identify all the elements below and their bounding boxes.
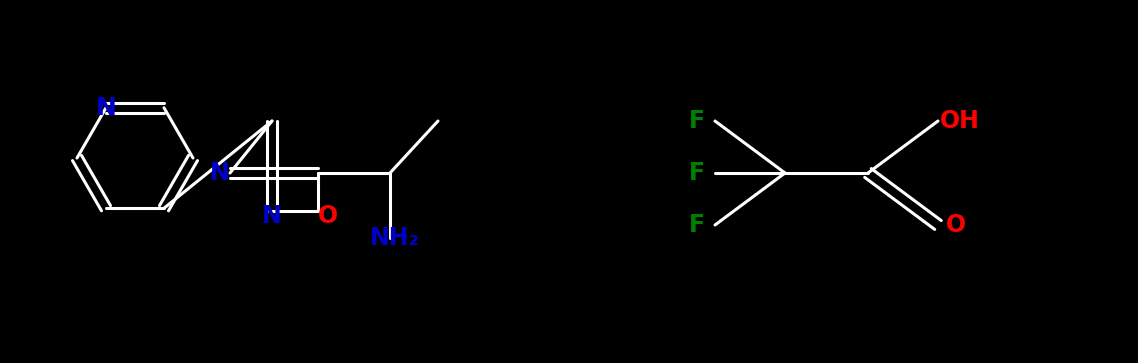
- Text: F: F: [688, 109, 706, 133]
- Text: NH₂: NH₂: [370, 226, 420, 250]
- Text: F: F: [688, 161, 706, 185]
- Text: OH: OH: [940, 109, 980, 133]
- Text: O: O: [318, 204, 338, 228]
- Text: F: F: [688, 213, 706, 237]
- Text: N: N: [96, 96, 116, 120]
- Text: N: N: [211, 161, 230, 185]
- Text: N: N: [262, 204, 282, 228]
- Text: O: O: [946, 213, 966, 237]
